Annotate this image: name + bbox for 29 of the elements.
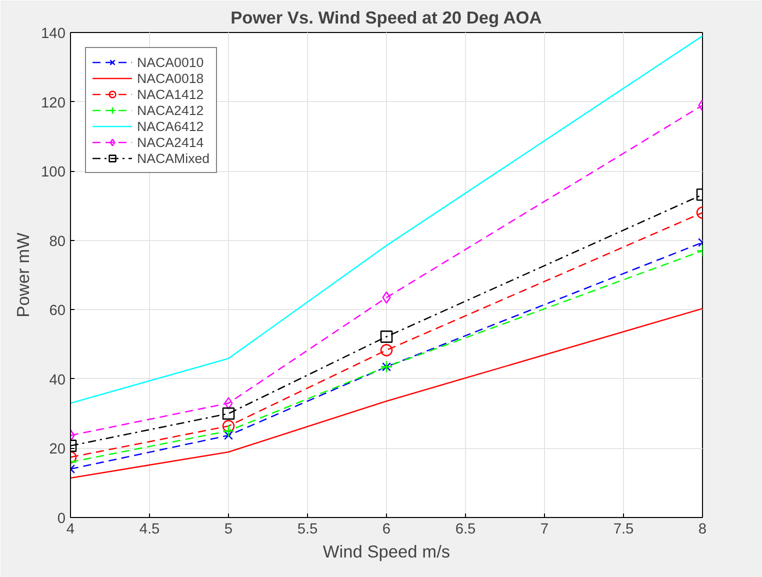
legend-label: NACA0010 xyxy=(137,54,204,70)
y-tick-label: 120 xyxy=(41,95,66,112)
x-tick-label: 4.5 xyxy=(139,522,160,538)
y-tick-label: 0 xyxy=(57,511,66,527)
x-tick-label: 6.5 xyxy=(455,522,476,538)
line-series xyxy=(70,308,702,479)
y-tick-label: 100 xyxy=(41,164,66,181)
legend-label: NACAMixed xyxy=(137,150,210,166)
x-tick-label: 5 xyxy=(224,522,233,538)
x-tick-label: 7 xyxy=(540,522,549,538)
legend-label: NACA1412 xyxy=(137,86,204,102)
legend-label: NACA6412 xyxy=(137,118,204,134)
x-tick-label: 5.5 xyxy=(297,522,318,538)
x-tick-label: 6 xyxy=(382,522,391,538)
legend-label: NACA2414 xyxy=(137,134,204,150)
line-series xyxy=(70,35,702,404)
legend-label: NACA2412 xyxy=(137,102,204,118)
y-tick-label: 60 xyxy=(49,303,66,320)
x-tick-label: 8 xyxy=(698,522,707,538)
x-axis-title: Wind Speed m/s xyxy=(322,542,450,562)
y-tick-label: 140 xyxy=(41,26,66,42)
x-tick-label: 4 xyxy=(66,522,75,538)
y-tick-label: 80 xyxy=(49,234,66,250)
legend-label: NACA0018 xyxy=(137,70,204,86)
y-tick-label: 20 xyxy=(49,442,66,458)
chart-title: Power Vs. Wind Speed at 20 Deg AOA xyxy=(230,8,542,28)
y-tick-label: 40 xyxy=(49,372,66,388)
y-axis-title: Power mW xyxy=(13,232,34,318)
x-tick-label: 7.5 xyxy=(613,522,634,538)
